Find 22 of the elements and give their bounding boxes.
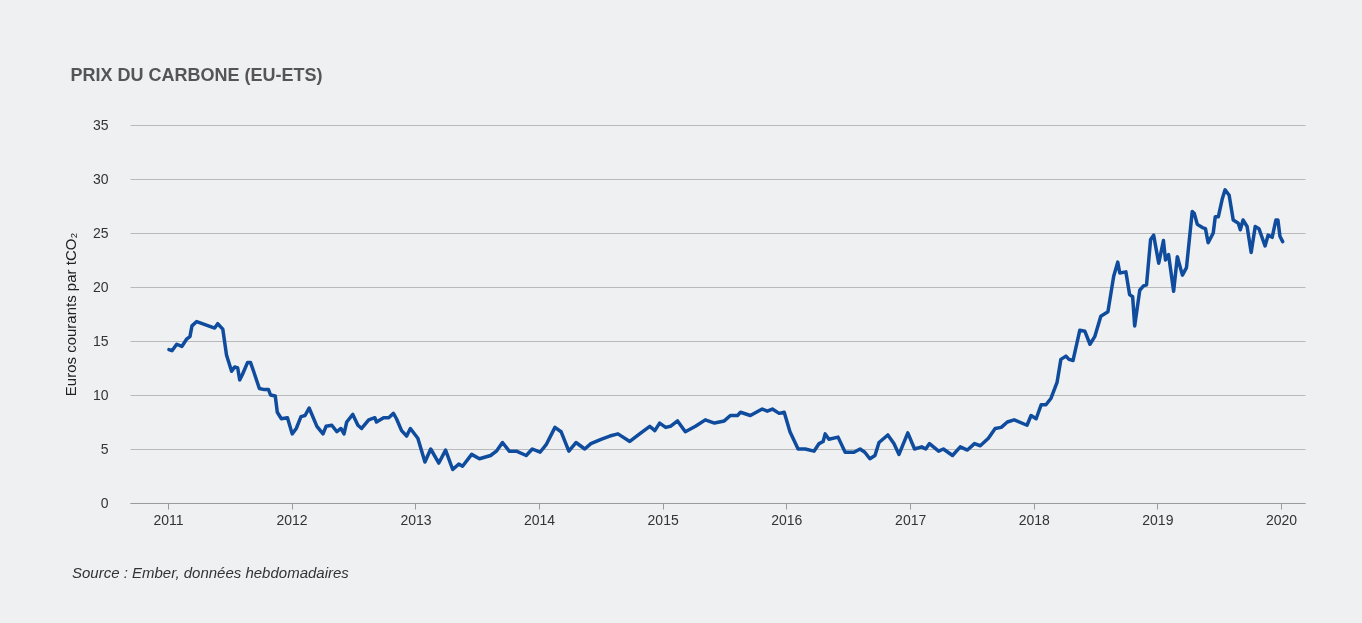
chart-title: PRIX DU CARBONE (EU-ETS) [70, 65, 323, 85]
line-series [167, 188, 1285, 472]
y-tick-label: 5 [100, 440, 109, 457]
x-tick-label: 2016 [771, 511, 803, 528]
x-tick-label: 2012 [276, 511, 308, 528]
y-tick-label: 25 [92, 224, 109, 241]
y-tick-label: 15 [92, 332, 109, 349]
x-tick-label: 2014 [523, 511, 556, 528]
y-tick-label: 35 [92, 116, 109, 133]
y-tick-label: 30 [92, 170, 109, 187]
x-tick-label: 2019 [1142, 511, 1174, 528]
y-tick-label: 0 [100, 494, 109, 511]
y-tick-label: 10 [92, 386, 109, 403]
x-tick-label: 2017 [895, 511, 927, 528]
x-tick-label: 2020 [1265, 511, 1298, 528]
y-axis-title: Euros courants par tCO₂ [61, 232, 79, 397]
x-tick-label: 2013 [400, 511, 432, 528]
x-tick-label: 2015 [647, 511, 679, 528]
x-tick-label: 2018 [1018, 511, 1051, 528]
source-note: Source : Ember, données hebdomadaires [72, 564, 350, 581]
x-tick-label: 2011 [153, 511, 184, 528]
y-tick-label: 20 [92, 278, 109, 295]
